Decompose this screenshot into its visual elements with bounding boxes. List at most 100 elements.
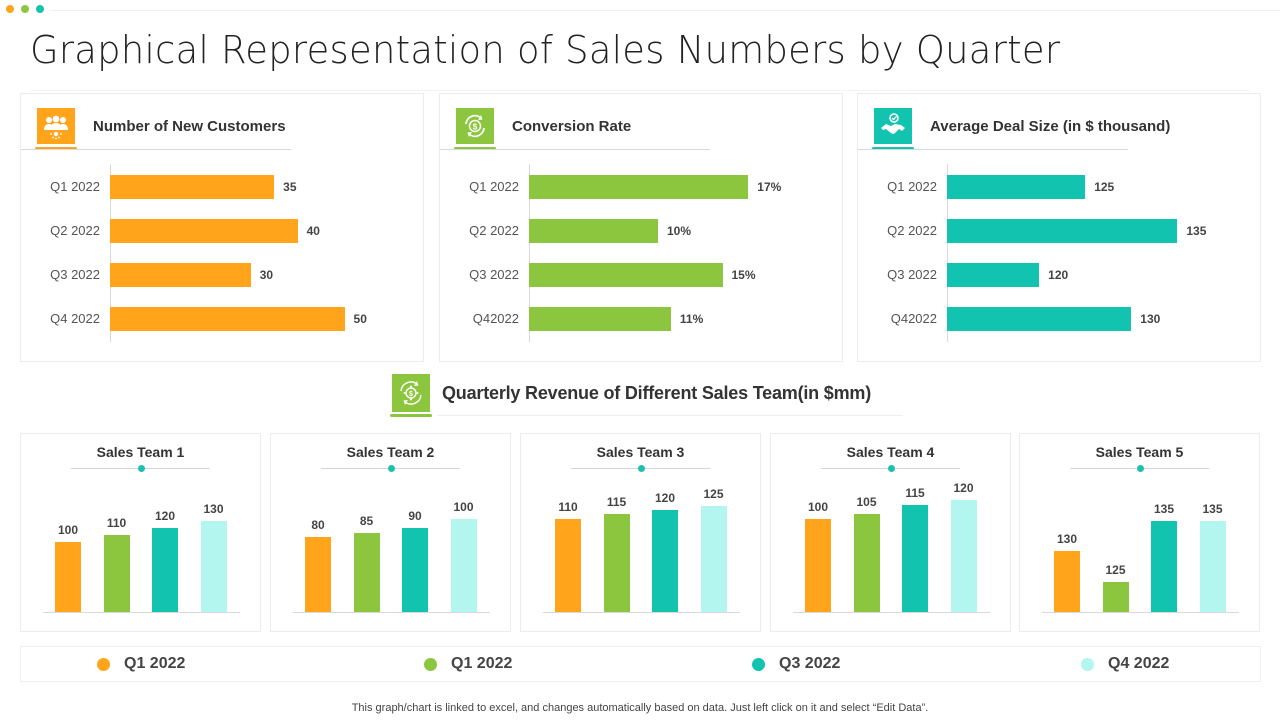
bar	[947, 175, 1086, 199]
data-label: 125	[703, 486, 724, 501]
data-label: 130	[1056, 532, 1078, 547]
category-label: Q3 2022	[469, 267, 519, 282]
data-label: 120	[953, 481, 974, 495]
bar	[805, 518, 831, 612]
category-label: Q3 2022	[50, 267, 100, 282]
kpi-card-average-deal-size: Average Deal Size (in $ thousand) Q1 202…	[857, 93, 1261, 362]
bar	[110, 219, 298, 243]
kpi-icon-underline	[454, 147, 496, 150]
average-deal-size-chart: Q1 2022 125 Q2 2022 135 Q3 2022 120 Q42022 130	[858, 154, 1262, 354]
footer-note: This graph/chart is linked to excel, and…	[351, 702, 929, 714]
team-title: Sales Team 5	[1095, 444, 1184, 460]
data-label: 10%	[667, 224, 692, 238]
bar	[950, 500, 977, 612]
bar	[1199, 520, 1226, 612]
sales-team-2-chart: 80 85 90 100	[271, 434, 512, 633]
y-axis-line	[110, 164, 111, 342]
handshake-icon	[874, 108, 912, 144]
x-axis-line	[543, 612, 740, 613]
section-icon-underline	[390, 414, 432, 417]
kpi-card-title: Conversion Rate	[512, 118, 632, 135]
category-label: Q4 2022	[50, 311, 100, 326]
kpi-card-conversion-rate: $ Conversion Rate Q1 2022 17% Q2 2022 10% Q3…	[439, 93, 843, 362]
x-axis-line	[793, 612, 990, 613]
y-axis-line	[947, 164, 948, 342]
dollar-cycle-icon: $	[456, 108, 494, 144]
title-divider	[30, 90, 1250, 91]
bar	[603, 514, 630, 612]
x-axis-line	[43, 612, 240, 613]
data-label: 90	[408, 509, 422, 523]
data-label: 135	[1202, 501, 1223, 516]
bar	[529, 263, 723, 287]
kpi-card-new-customers: Number of New Customers Q1 2022 35 Q2 2022…	[20, 93, 424, 362]
data-label: 135	[1186, 224, 1207, 238]
bar	[450, 518, 477, 612]
bar	[110, 307, 345, 331]
bar	[947, 307, 1132, 331]
data-label: 40	[306, 224, 320, 238]
window-dot-orange	[6, 5, 14, 13]
sales-team-card: Sales Team 5 130 125 135 135	[1019, 433, 1260, 632]
kpi-header-divider	[440, 149, 710, 150]
bar	[529, 307, 671, 331]
section-title: Quarterly Revenue of Different Sales Tea…	[442, 383, 871, 403]
kpi-card-header: Number of New Customers	[21, 94, 423, 150]
window-dot-green	[21, 5, 29, 13]
data-label: 130	[1140, 312, 1161, 326]
bar	[1102, 581, 1129, 612]
data-label: 30	[259, 268, 274, 282]
data-label: 15%	[731, 268, 756, 282]
page-title: Graphical Representation of Sales Number…	[30, 28, 1061, 72]
data-label: 125	[1094, 180, 1115, 194]
legend-item: Q4 2022	[1081, 655, 1169, 673]
legend-item: Q1 2022	[97, 655, 185, 673]
category-label: Q2 2022	[887, 223, 937, 238]
team-title-dot	[1136, 465, 1144, 472]
bar	[1054, 551, 1080, 612]
team-title: Sales Team 2	[346, 444, 435, 460]
team-title: Sales Team 4	[846, 444, 935, 460]
bar	[555, 518, 581, 612]
sales-team-card: Sales Team 3 110 115 120 125	[520, 433, 761, 632]
bar	[152, 528, 178, 612]
kpi-icon-underline	[872, 147, 914, 150]
data-label: 130	[203, 502, 224, 516]
bar	[947, 263, 1040, 287]
team-title-dot	[137, 465, 145, 472]
data-label: 110	[558, 499, 578, 514]
legend-label: Q3 2022	[779, 655, 841, 672]
chart-legend: Q1 2022 Q1 2022 Q3 2022 Q4 2022	[20, 646, 1261, 682]
data-label: 100	[57, 523, 79, 537]
window-dot-teal	[36, 5, 44, 13]
bar	[200, 521, 227, 612]
sales-team-card: Sales Team 4 100 105 115 120	[770, 433, 1011, 632]
data-label: 115	[606, 495, 627, 510]
sales-team-5-chart: 130 125 135 135	[1020, 434, 1261, 633]
conversion-rate-chart: Q1 2022 17% Q2 2022 10% Q3 2022 15% Q42022 11%	[440, 154, 844, 354]
data-label: 135	[1153, 501, 1175, 516]
window-dots	[6, 5, 44, 13]
bar	[700, 505, 727, 612]
data-label: 35	[283, 180, 297, 194]
legend-label: Q1 2022	[124, 655, 186, 672]
y-axis-line	[529, 164, 530, 342]
sales-team-3-chart: 110 115 120 125	[521, 434, 762, 633]
data-label: 85	[359, 513, 374, 528]
bar	[305, 537, 331, 612]
bar	[110, 175, 275, 199]
data-label: 105	[856, 495, 877, 509]
data-label: 115	[905, 485, 925, 500]
data-label: 50	[353, 312, 367, 326]
bar	[402, 528, 428, 612]
category-label: Q3 2022	[887, 267, 937, 282]
legend-swatch	[1081, 657, 1094, 671]
sales-team-1-chart: 100 110 120 130	[21, 434, 262, 633]
team-title-dot	[387, 465, 395, 472]
section-divider	[438, 415, 903, 416]
revenue-cycle-icon: $	[392, 374, 430, 412]
kpi-header-divider	[21, 149, 291, 150]
new-customers-chart: Q1 2022 35 Q2 2022 40 Q3 2022 30 Q4 2022 50	[21, 154, 425, 354]
category-label: Q42022	[890, 311, 937, 326]
bar	[110, 263, 251, 287]
